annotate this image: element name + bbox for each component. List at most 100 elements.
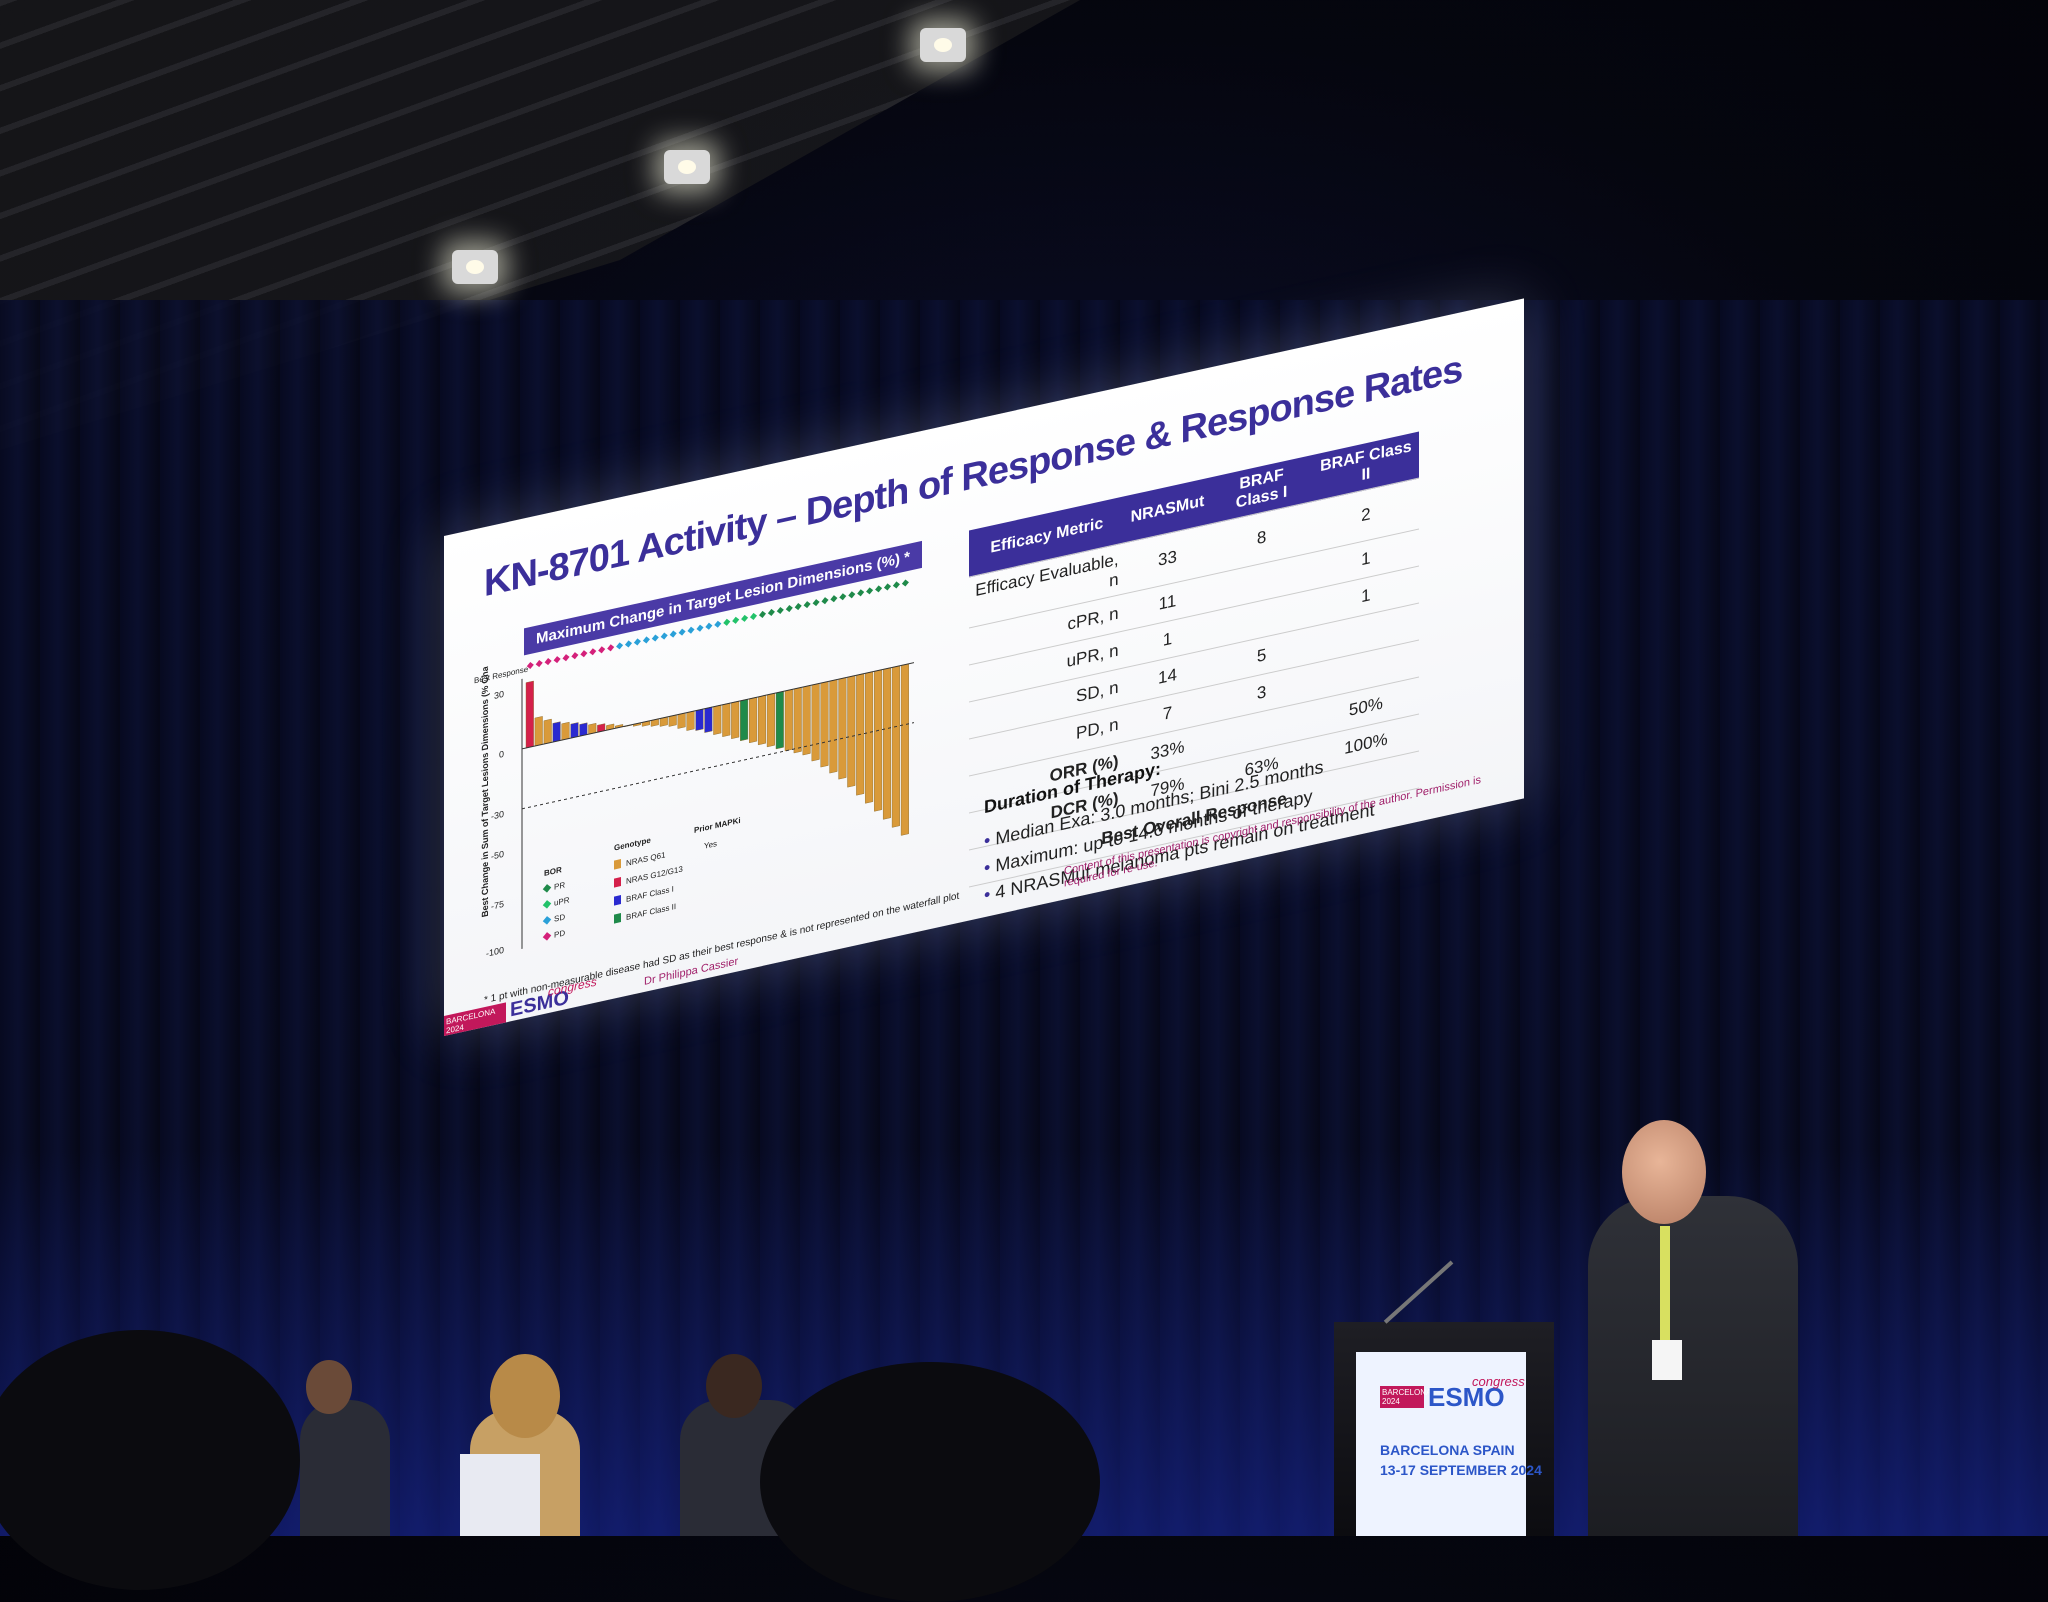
best-response-marker: [866, 587, 874, 595]
minus-30-line: [522, 722, 914, 810]
best-response-marker: [732, 616, 740, 624]
y-tick: 30: [494, 689, 504, 701]
legend-nras-q61: NRAS Q61: [626, 850, 666, 868]
waterfall-bar: [891, 665, 900, 828]
legend-upr-marker: [542, 900, 552, 909]
legend-prior-title: Prior MAPKi: [694, 816, 741, 835]
waterfall-bar: [695, 708, 704, 731]
legend-bor-title: BOR: [544, 865, 562, 878]
best-response-marker: [803, 601, 811, 609]
waterfall-bar: [704, 706, 713, 733]
best-response-marker: [848, 591, 856, 599]
podium-city-logo: BARCELONA 2024: [1380, 1386, 1432, 1408]
best-response-marker: [821, 597, 829, 605]
waterfall-bar: [525, 680, 534, 749]
waterfall-bar: [677, 712, 686, 729]
legend-braf2-swatch: [614, 913, 621, 924]
legend-nras-g12-swatch: [614, 877, 621, 888]
best-response-marker: [544, 658, 552, 666]
stage-light-icon: [452, 250, 498, 284]
best-response-marker: [696, 624, 704, 632]
waterfall-bar: [543, 718, 552, 745]
waterfall-bar: [713, 704, 722, 735]
stage-light-icon: [664, 150, 710, 184]
waterfall-bar: [865, 671, 874, 804]
panelist-head: [706, 1354, 762, 1418]
best-response-marker: [598, 646, 606, 654]
best-response-marker: [616, 642, 624, 650]
best-response-marker: [687, 626, 695, 634]
waterfall-bar: [793, 687, 802, 754]
waterfall-bar: [552, 721, 561, 743]
waterfall-bar: [534, 716, 543, 747]
best-response-marker: [758, 610, 767, 618]
best-response-marker: [669, 630, 677, 638]
podium-esmo-logo: ESMO: [1428, 1382, 1505, 1412]
y-tick: -75: [491, 899, 504, 912]
speaker: [1588, 1196, 1798, 1536]
panelist: [300, 1400, 390, 1536]
legend-nras-g12: NRAS G12/G13: [626, 864, 683, 885]
waterfall-bar: [561, 721, 570, 741]
legend-genotype-title: Genotype: [614, 835, 651, 852]
waterfall-bar: [686, 710, 695, 731]
best-response-marker: [651, 634, 659, 642]
y-tick: 0: [499, 749, 504, 760]
best-response-marker: [901, 579, 909, 587]
slide: KN-8701 Activity – Depth of Response & R…: [444, 298, 1524, 1036]
legend-braf1: BRAF Class I: [626, 885, 674, 904]
best-response-marker: [535, 660, 543, 668]
waterfall-bar: [731, 700, 740, 740]
best-response-marker: [830, 595, 838, 603]
legend-braf1-swatch: [614, 895, 621, 906]
waterfall-bar: [766, 693, 775, 748]
legend-pr-marker: [542, 884, 552, 893]
lanyard: [1660, 1226, 1670, 1366]
waterfall-bar: [847, 675, 856, 788]
best-response-marker: [562, 654, 570, 662]
legend-nras-q61-swatch: [614, 859, 621, 870]
name-badge: [1652, 1340, 1682, 1380]
waterfall-bar: [874, 669, 883, 812]
best-response-marker: [589, 648, 597, 656]
waterfall-bar: [811, 683, 820, 762]
audience-head: [760, 1362, 1100, 1602]
y-tick: -100: [486, 945, 504, 959]
best-response-marker: [526, 661, 534, 670]
best-response-marker: [749, 612, 758, 620]
waterfall-bar: [802, 685, 811, 756]
waterfall-bar: [579, 722, 588, 737]
waterfall-bar: [740, 698, 749, 742]
best-response-marker: [767, 608, 775, 617]
best-response-marker: [839, 593, 847, 601]
podium-dates: 13-17 SEPTEMBER 2024: [1380, 1462, 1542, 1478]
waterfall-bar: [570, 722, 579, 739]
best-response-marker: [883, 583, 892, 591]
laptop: [460, 1454, 540, 1536]
legend-pd-marker: [542, 932, 552, 941]
best-response-marker: [678, 628, 686, 636]
best-response-marker: [723, 618, 731, 626]
best-response-marker: [553, 656, 561, 664]
podium-congress: congress: [1472, 1374, 1525, 1389]
waterfall-chart: Best Response 30 0 -30 -50 -75 -100 Best…: [474, 579, 914, 959]
best-response-marker: [812, 599, 820, 607]
best-response-marker: [892, 581, 900, 589]
best-response-marker: [714, 620, 722, 628]
audience-head: [0, 1330, 300, 1590]
legend-pd: PD: [554, 928, 565, 939]
waterfall-bar: [784, 689, 793, 752]
best-response-marker: [785, 604, 793, 613]
best-response-marker: [660, 632, 668, 640]
projection-screen: KN-8701 Activity – Depth of Response & R…: [444, 298, 1524, 1236]
best-response-marker: [580, 650, 588, 658]
panelist-head: [490, 1354, 560, 1438]
legend-braf2: BRAF Class II: [626, 902, 676, 922]
y-tick: -30: [491, 809, 504, 822]
best-response-marker: [571, 652, 579, 660]
stage-light-icon: [920, 28, 966, 62]
panelist-head: [306, 1360, 352, 1414]
best-response-marker: [776, 606, 784, 615]
waterfall-bar: [749, 696, 758, 744]
best-response-marker: [857, 589, 865, 597]
